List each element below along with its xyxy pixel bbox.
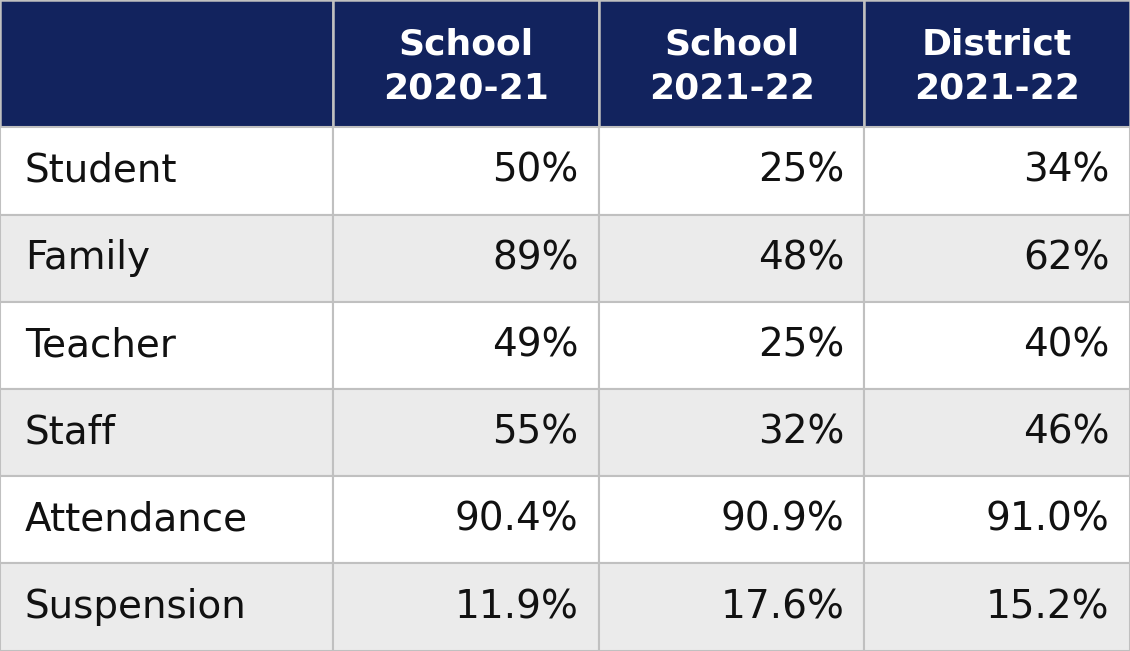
FancyBboxPatch shape — [864, 128, 1130, 215]
Text: School: School — [664, 27, 799, 61]
Text: 11.9%: 11.9% — [454, 588, 579, 626]
Text: 2020-21: 2020-21 — [383, 72, 549, 105]
Text: 17.6%: 17.6% — [720, 588, 844, 626]
Text: 25%: 25% — [758, 152, 844, 190]
Text: 91.0%: 91.0% — [985, 501, 1110, 539]
Text: Suspension: Suspension — [25, 588, 246, 626]
Text: 2021-22: 2021-22 — [649, 72, 815, 105]
Text: 50%: 50% — [493, 152, 579, 190]
Text: 89%: 89% — [492, 239, 579, 277]
FancyBboxPatch shape — [864, 215, 1130, 302]
Text: Family: Family — [25, 239, 150, 277]
FancyBboxPatch shape — [333, 215, 599, 302]
FancyBboxPatch shape — [599, 0, 864, 128]
Text: 55%: 55% — [493, 413, 579, 452]
FancyBboxPatch shape — [0, 389, 333, 477]
FancyBboxPatch shape — [333, 477, 599, 564]
FancyBboxPatch shape — [864, 564, 1130, 651]
FancyBboxPatch shape — [333, 389, 599, 477]
FancyBboxPatch shape — [864, 0, 1130, 128]
FancyBboxPatch shape — [0, 477, 333, 564]
Text: 46%: 46% — [1023, 413, 1110, 452]
Text: 32%: 32% — [758, 413, 844, 452]
FancyBboxPatch shape — [864, 302, 1130, 389]
Text: Student: Student — [25, 152, 177, 190]
Text: 62%: 62% — [1023, 239, 1110, 277]
FancyBboxPatch shape — [333, 0, 599, 128]
FancyBboxPatch shape — [599, 477, 864, 564]
Text: 25%: 25% — [758, 326, 844, 365]
FancyBboxPatch shape — [599, 215, 864, 302]
Text: District: District — [922, 27, 1072, 61]
Text: 34%: 34% — [1024, 152, 1110, 190]
Text: 90.9%: 90.9% — [720, 501, 844, 539]
Text: Staff: Staff — [25, 413, 116, 452]
FancyBboxPatch shape — [599, 389, 864, 477]
Text: School: School — [399, 27, 533, 61]
Text: 90.4%: 90.4% — [455, 501, 579, 539]
FancyBboxPatch shape — [0, 128, 333, 215]
FancyBboxPatch shape — [0, 0, 333, 128]
FancyBboxPatch shape — [0, 302, 333, 389]
FancyBboxPatch shape — [333, 128, 599, 215]
FancyBboxPatch shape — [0, 564, 333, 651]
FancyBboxPatch shape — [0, 215, 333, 302]
Text: 40%: 40% — [1024, 326, 1110, 365]
Text: 48%: 48% — [758, 239, 844, 277]
FancyBboxPatch shape — [333, 564, 599, 651]
Text: Attendance: Attendance — [25, 501, 247, 539]
Text: 49%: 49% — [492, 326, 579, 365]
FancyBboxPatch shape — [864, 477, 1130, 564]
FancyBboxPatch shape — [864, 389, 1130, 477]
FancyBboxPatch shape — [333, 302, 599, 389]
FancyBboxPatch shape — [599, 302, 864, 389]
Text: 2021-22: 2021-22 — [914, 72, 1080, 105]
Text: Teacher: Teacher — [25, 326, 176, 365]
FancyBboxPatch shape — [599, 128, 864, 215]
Text: 15.2%: 15.2% — [986, 588, 1110, 626]
FancyBboxPatch shape — [599, 564, 864, 651]
